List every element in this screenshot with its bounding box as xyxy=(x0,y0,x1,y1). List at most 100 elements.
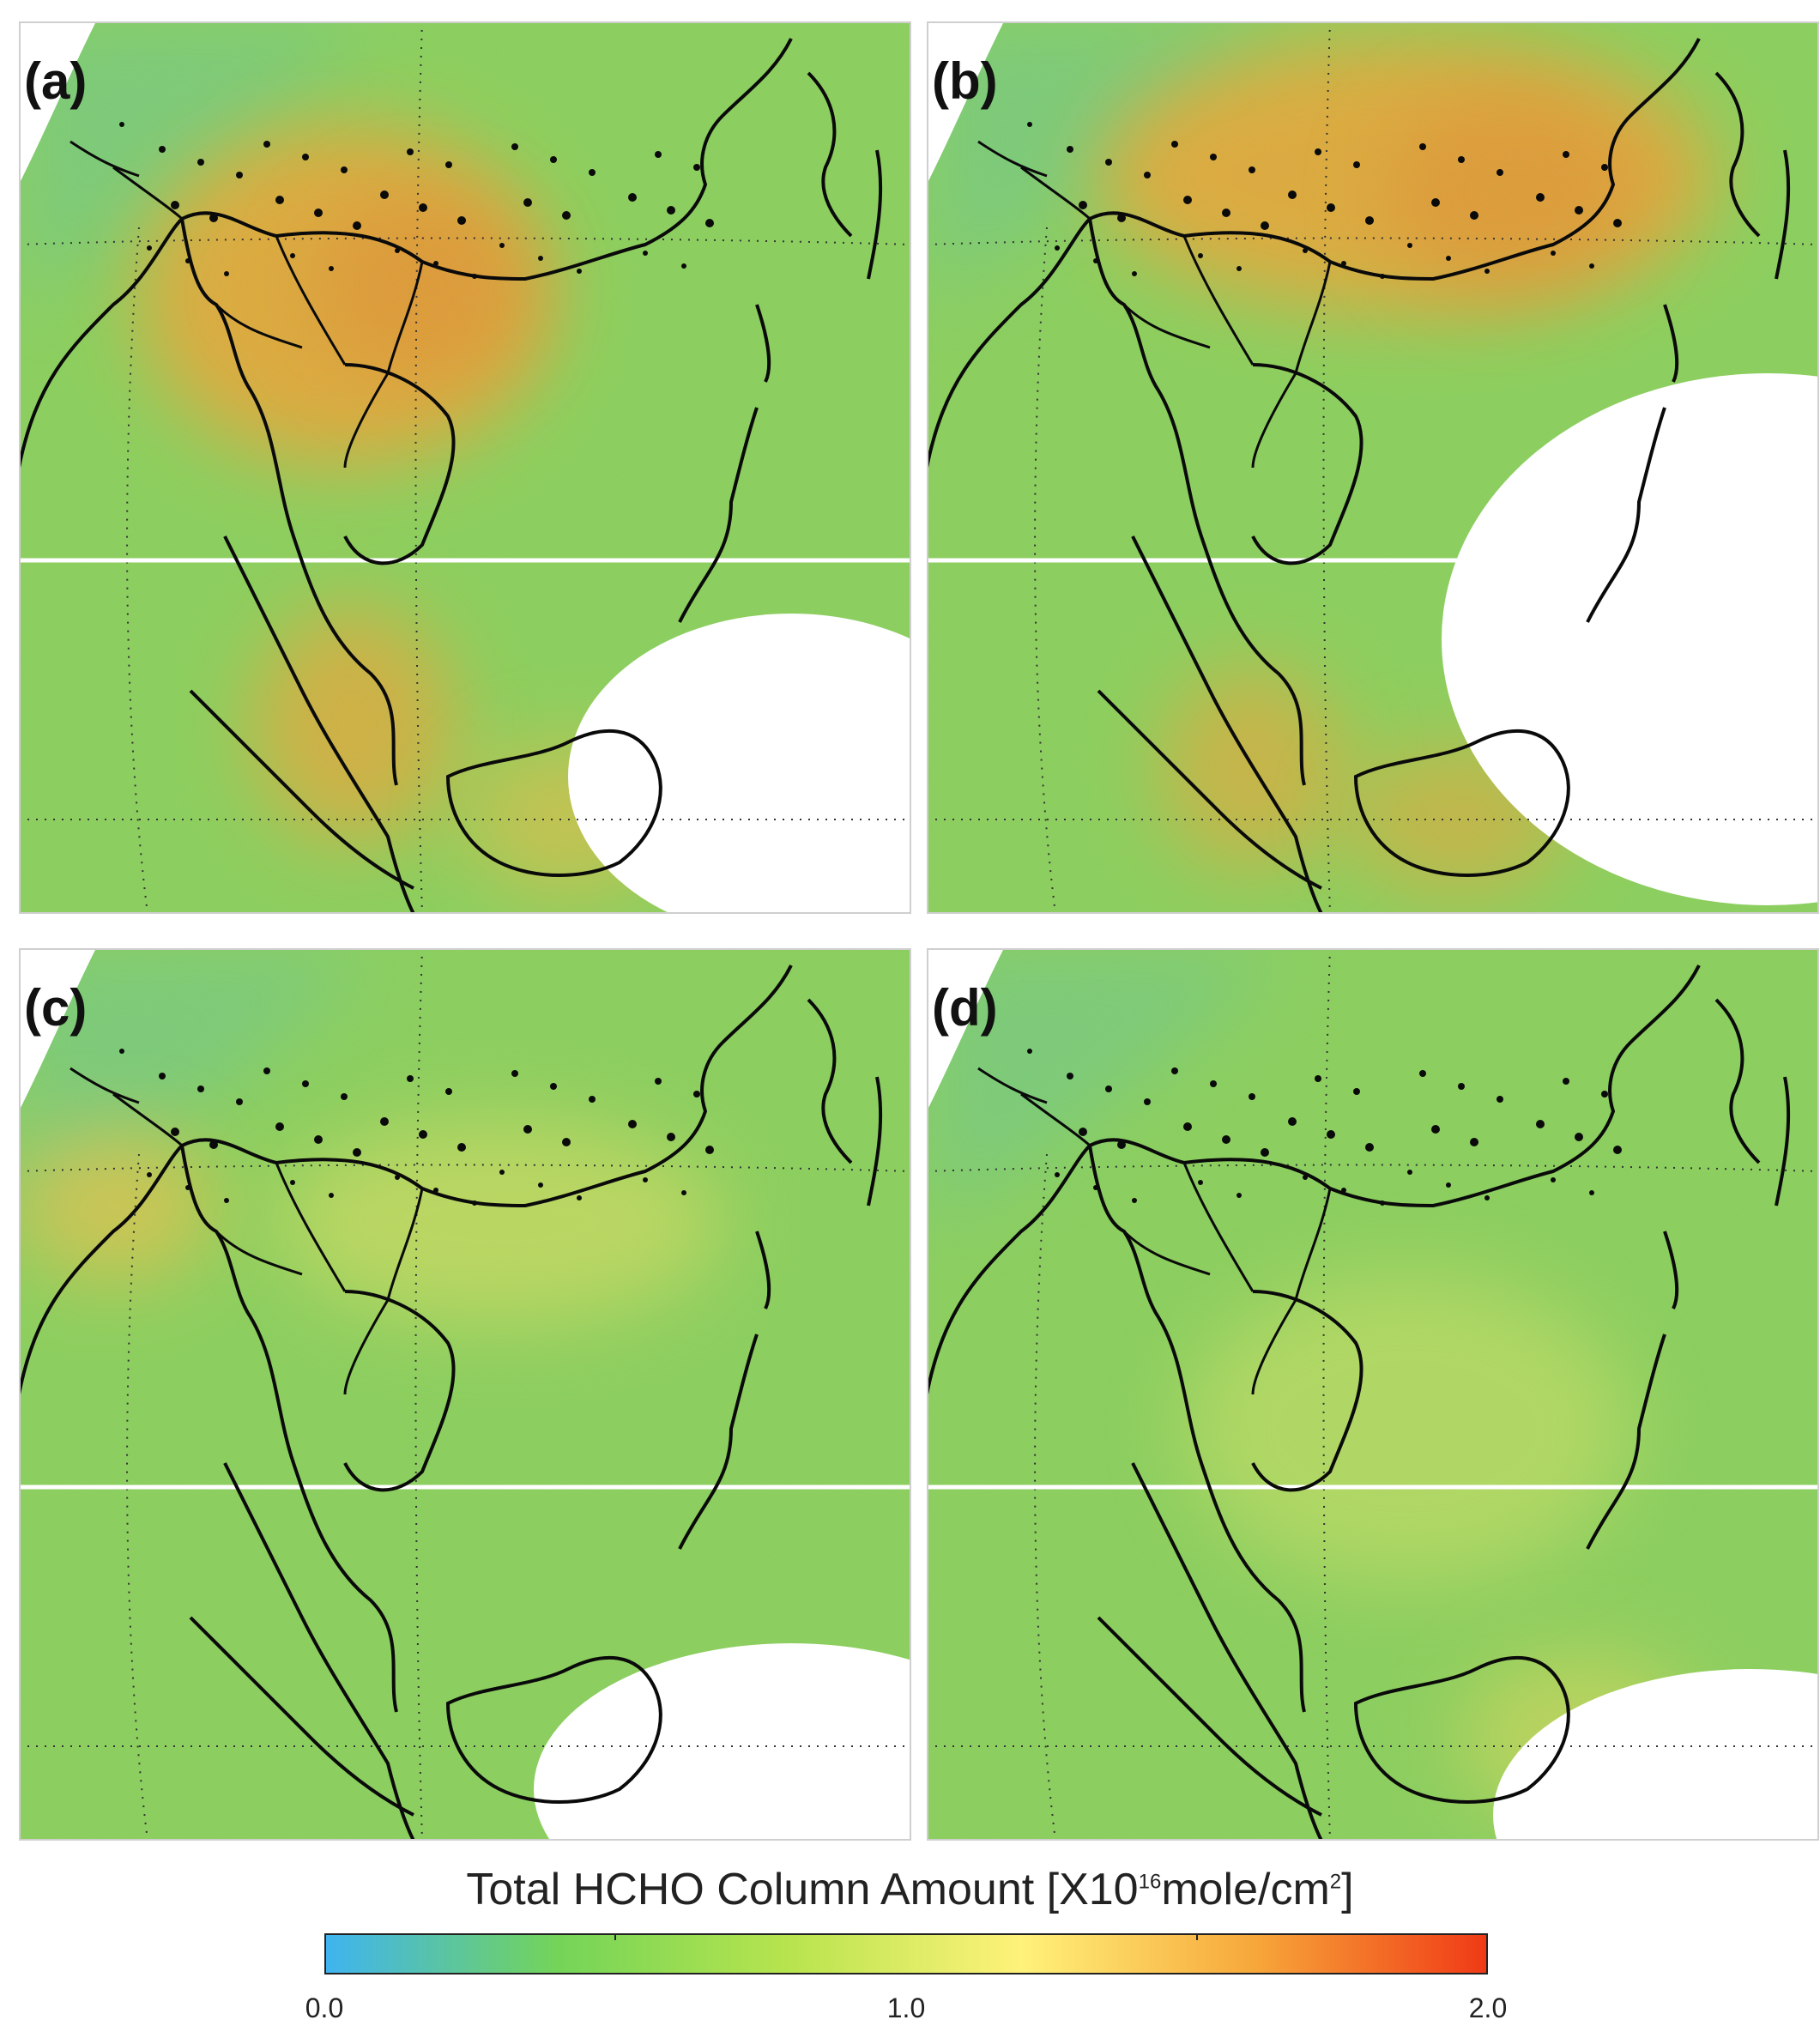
lake-dot xyxy=(1419,143,1426,150)
lake-dot xyxy=(1105,159,1112,166)
lake-dot xyxy=(1551,251,1556,256)
lake-dot xyxy=(1484,1195,1490,1200)
lake-dot xyxy=(1079,201,1087,209)
coastline xyxy=(1714,998,1761,1164)
lake-dot xyxy=(353,1148,361,1157)
coastline xyxy=(927,965,1701,1395)
lake-dot xyxy=(1315,1075,1321,1082)
lake-dot xyxy=(1222,209,1230,217)
lake-dot xyxy=(1563,151,1569,158)
lake-dot xyxy=(1144,1098,1151,1105)
coastline xyxy=(223,535,415,914)
lake-dot xyxy=(185,1185,190,1190)
lake-dot xyxy=(1027,1049,1032,1054)
coastline xyxy=(189,1616,414,1817)
off-globe-corner xyxy=(927,948,1004,1111)
lake-dot xyxy=(380,190,389,199)
country-border xyxy=(1122,1230,1211,1276)
lake-dot xyxy=(1288,190,1297,199)
lake-dot xyxy=(419,203,427,212)
panel-frame xyxy=(927,21,1819,914)
lake-dot xyxy=(1055,1172,1060,1177)
lake-dot xyxy=(197,159,204,166)
lake-dot xyxy=(407,1075,414,1082)
coastline xyxy=(1663,1231,1679,1309)
lake-dot xyxy=(1132,1198,1137,1203)
lake-dot xyxy=(1341,261,1346,266)
lake-dot xyxy=(693,1091,700,1098)
country-border xyxy=(70,1067,140,1104)
lake-dot xyxy=(667,1133,675,1141)
lake-dot xyxy=(1093,1185,1098,1190)
lake-dot xyxy=(197,1085,204,1092)
map-b-svg xyxy=(927,21,1819,914)
lake-dot xyxy=(1601,1091,1608,1098)
coastline xyxy=(927,38,1701,469)
off-globe-corner xyxy=(927,21,1004,184)
lake-dot xyxy=(1117,214,1126,222)
lake-dot xyxy=(407,148,414,155)
lake-dot xyxy=(1575,1133,1583,1141)
country-border xyxy=(343,1299,390,1395)
coastline xyxy=(678,407,759,623)
lake-dot xyxy=(275,196,284,204)
lake-dot xyxy=(1536,1120,1545,1128)
country-border xyxy=(1182,1162,1255,1292)
country-border xyxy=(343,372,390,469)
coastline xyxy=(1131,1462,1323,1841)
lake-dot xyxy=(1079,1128,1087,1136)
lake-dot xyxy=(209,214,218,222)
country-border xyxy=(977,140,1048,178)
map-panel-d: (d) xyxy=(927,948,1819,1841)
country-border xyxy=(1122,303,1211,349)
panel-frame xyxy=(19,21,911,914)
lake-dot xyxy=(681,1190,686,1195)
coastline xyxy=(445,729,662,877)
lake-dot xyxy=(538,256,543,261)
panel-frame xyxy=(927,948,1819,1841)
lake-dot xyxy=(395,248,400,253)
lake-dot xyxy=(472,274,477,279)
lake-dot xyxy=(1117,1140,1126,1149)
coastline xyxy=(343,1290,456,1492)
lake-dot xyxy=(341,166,348,173)
lake-dot xyxy=(159,146,166,153)
lake-dot xyxy=(147,1172,152,1177)
lake-dot xyxy=(290,253,295,258)
lake-dot xyxy=(1327,203,1335,212)
lake-dot xyxy=(302,1080,309,1087)
lake-dot xyxy=(353,221,361,230)
lake-dot xyxy=(263,141,270,148)
map-panel-b: (b) xyxy=(927,21,1819,914)
lake-dot xyxy=(1497,1096,1503,1103)
lake-dot xyxy=(1132,271,1137,276)
lake-dot xyxy=(302,154,309,160)
lake-dot xyxy=(667,206,675,215)
lake-dot xyxy=(655,151,662,158)
lake-dot xyxy=(1261,221,1269,230)
coastline xyxy=(180,1145,398,1713)
lake-dot xyxy=(643,251,648,256)
lake-dot xyxy=(1589,263,1594,269)
lake-dot xyxy=(1458,1083,1465,1090)
lake-dot xyxy=(1613,219,1622,227)
lake-dot xyxy=(1288,1117,1297,1126)
country-border xyxy=(275,235,347,366)
lake-dot xyxy=(1353,161,1360,168)
coastline xyxy=(867,1076,883,1206)
lake-dot xyxy=(119,122,124,127)
lake-dot xyxy=(1183,196,1192,204)
lake-dot xyxy=(1431,198,1440,207)
lake-dot xyxy=(550,1083,557,1090)
lake-dot xyxy=(1093,258,1098,263)
lake-dot xyxy=(119,1049,124,1054)
lake-dot xyxy=(1589,1190,1594,1195)
panel-label-c: (c) xyxy=(24,979,88,1037)
lake-dot xyxy=(562,1138,571,1146)
lake-dot xyxy=(655,1078,662,1085)
lake-dot xyxy=(499,1170,505,1175)
lake-dot xyxy=(1601,164,1608,171)
lake-dot xyxy=(445,161,452,168)
lake-dot xyxy=(1575,206,1583,215)
lake-dot xyxy=(224,271,229,276)
